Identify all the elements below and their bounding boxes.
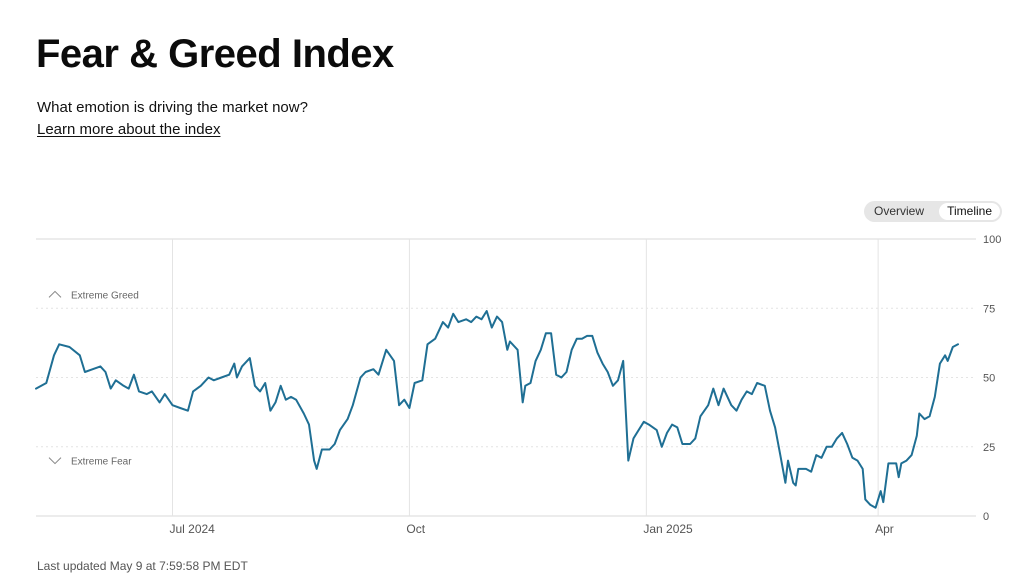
zone-label: Extreme Greed: [71, 290, 139, 301]
y-tick-label: 50: [983, 373, 995, 385]
index-series-line: [35, 310, 959, 509]
timeline-tab[interactable]: Timeline: [939, 203, 1000, 220]
learn-more-link[interactable]: Learn more about the index: [37, 121, 221, 138]
x-tick-label: Apr: [875, 522, 894, 536]
page-subtitle: What emotion is driving the market now?: [37, 99, 308, 116]
y-tick-label: 0: [983, 511, 989, 523]
last-updated: Last updated May 9 at 7:59:58 PM EDT: [37, 559, 248, 573]
x-tick-label: Oct: [406, 522, 425, 536]
chevron-down-icon: [48, 457, 62, 465]
y-tick-label: 25: [983, 442, 995, 454]
y-tick-label: 100: [983, 234, 1001, 246]
x-tick-label: Jul 2024: [169, 522, 215, 536]
y-tick-label: 75: [983, 303, 995, 315]
fear-greed-chart: 0 25 50 75 100 Jul 2024 Oct Jan 2025 Apr Extreme …: [35, 234, 1001, 536]
overview-tab[interactable]: Overview: [874, 204, 925, 218]
x-tick-label: Jan 2025: [643, 522, 693, 536]
view-toggle: Overview Timeline: [864, 201, 1002, 222]
chevron-up-icon: [48, 290, 62, 298]
zone-label: Extreme Fear: [71, 457, 132, 468]
page-title: Fear & Greed Index: [36, 32, 394, 76]
